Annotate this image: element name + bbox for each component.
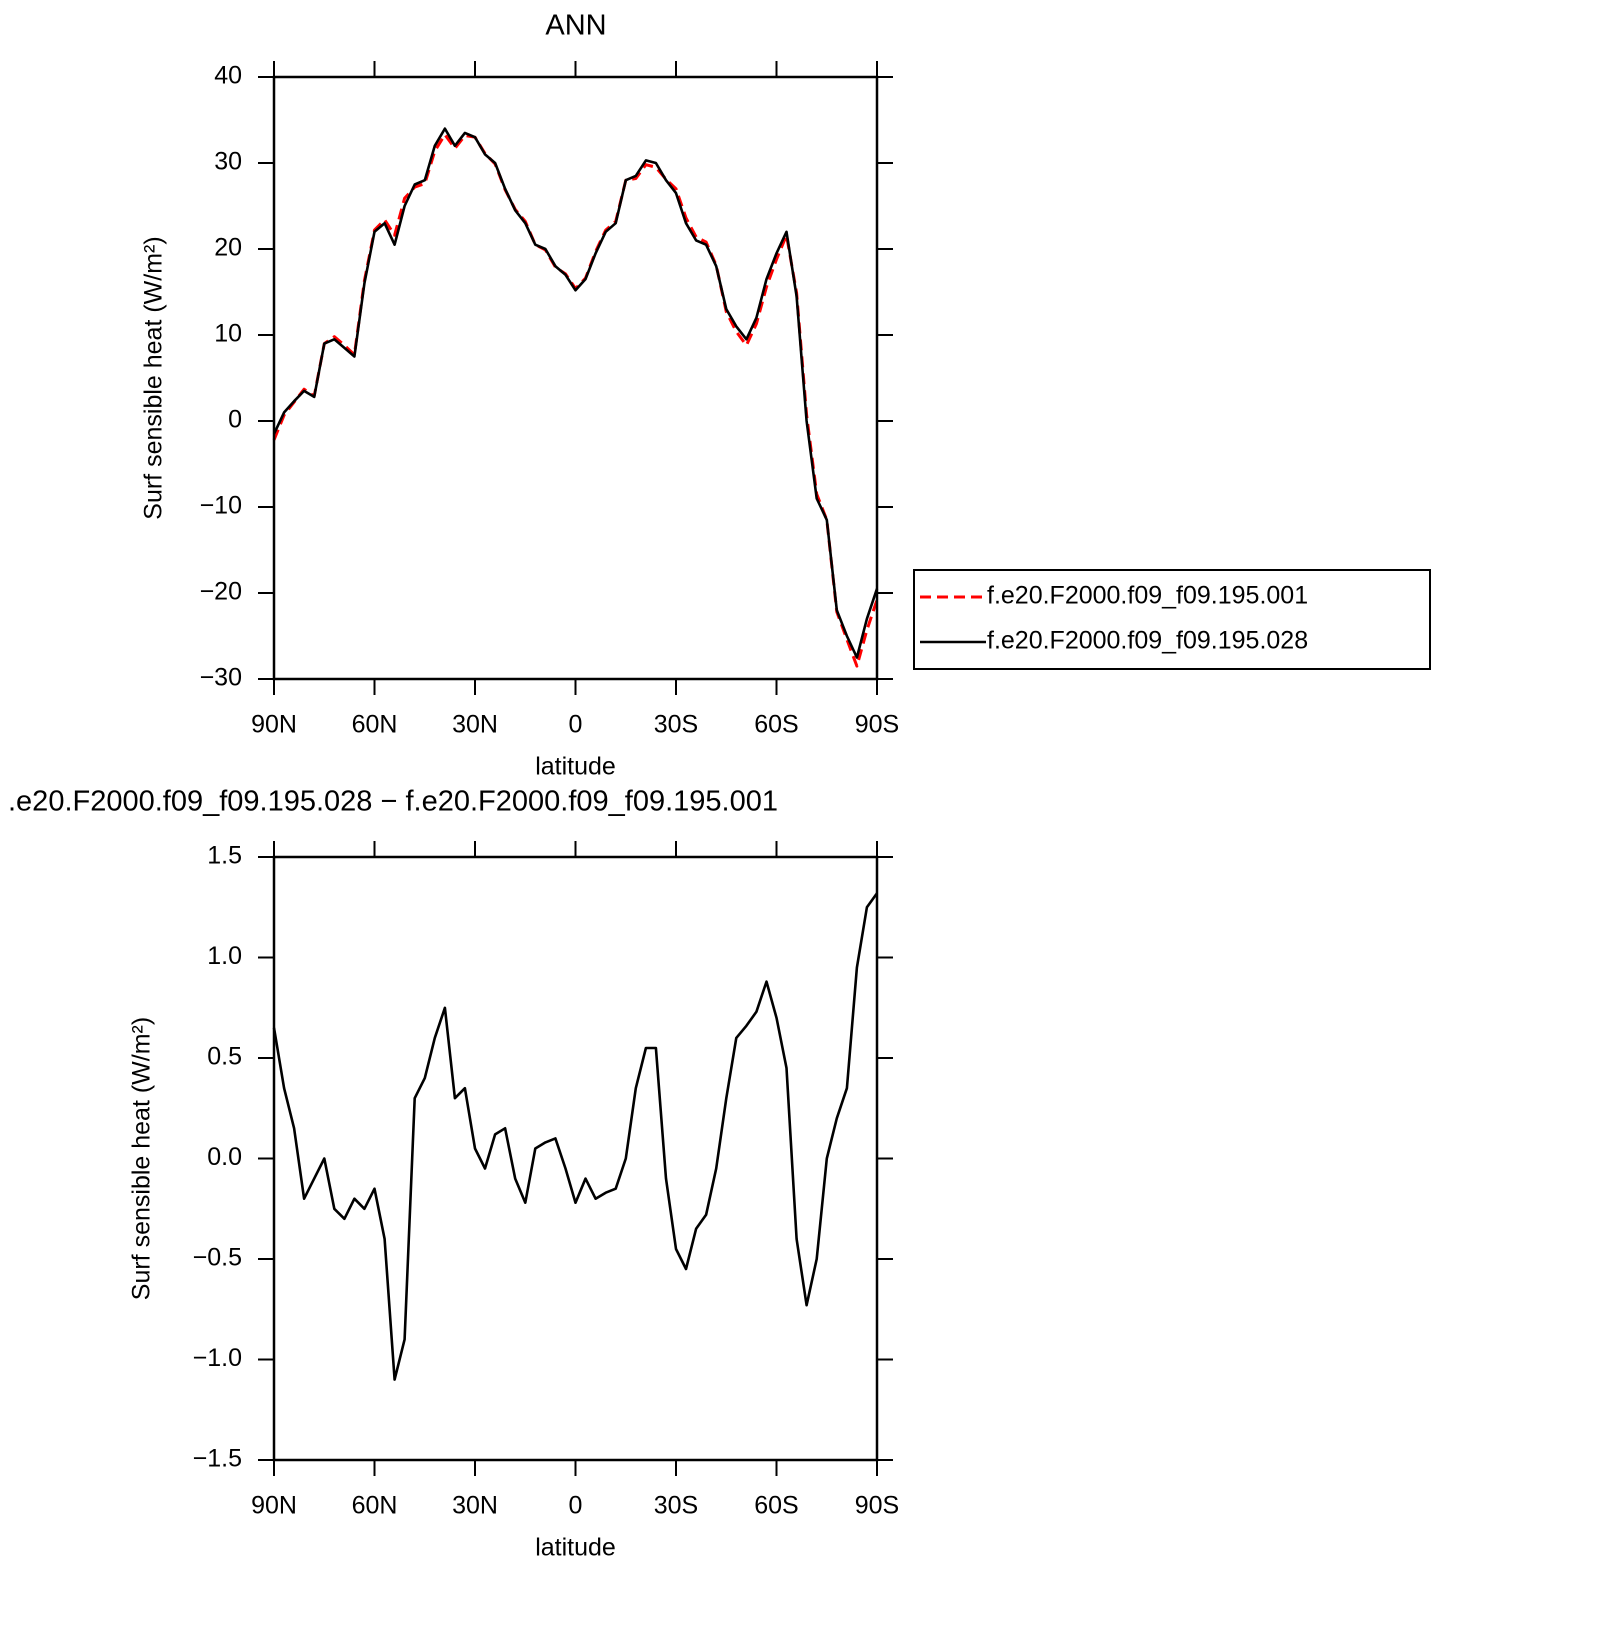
y-axis-label: Surf sensible heat (W/m²)	[140, 236, 168, 519]
y-tick-label: 10	[214, 320, 242, 348]
legend-label: f.e20.F2000.f09_f09.195.001	[987, 582, 1308, 610]
y-tick-label: 20	[214, 234, 242, 262]
y-tick-label: 0.5	[207, 1043, 242, 1071]
x-tick-label: 30N	[452, 1492, 498, 1520]
series-line	[272, 892, 879, 1381]
y-tick-label: −0.5	[193, 1244, 242, 1272]
plot-frame	[272, 75, 879, 681]
x-axis-label: latitude	[535, 1534, 616, 1562]
series-line	[272, 127, 879, 659]
x-tick-label: 90N	[251, 1492, 297, 1520]
x-tick-label: 30S	[654, 711, 698, 739]
x-axis-label: latitude	[535, 753, 616, 781]
chart-title: ANN	[545, 10, 606, 42]
legend-box	[913, 569, 1431, 670]
x-tick-label: 60S	[754, 1492, 798, 1520]
x-tick-label: 30N	[452, 711, 498, 739]
x-tick-label: 30S	[654, 1492, 698, 1520]
plot-frame	[272, 855, 879, 1462]
series-line	[272, 133, 879, 668]
x-tick-label: 0	[569, 711, 583, 739]
x-tick-label: 90S	[855, 711, 899, 739]
y-tick-label: 30	[214, 148, 242, 176]
x-tick-label: 90N	[251, 711, 297, 739]
y-tick-label: −30	[200, 664, 242, 692]
y-tick-label: 0	[228, 406, 242, 434]
chart-title: .e20.F2000.f09_f09.195.028 − f.e20.F2000…	[8, 786, 778, 818]
y-tick-label: 0.0	[207, 1143, 242, 1171]
y-axis-label: Surf sensible heat (W/m²)	[128, 1017, 156, 1300]
y-tick-label: 1.0	[207, 942, 242, 970]
legend-label: f.e20.F2000.f09_f09.195.028	[987, 627, 1308, 655]
y-tick-label: 1.5	[207, 842, 242, 870]
x-tick-label: 90S	[855, 1492, 899, 1520]
x-tick-label: 0	[569, 1492, 583, 1520]
y-tick-label: −20	[200, 578, 242, 606]
y-tick-label: −10	[200, 492, 242, 520]
x-tick-label: 60N	[352, 711, 398, 739]
y-tick-label: −1.5	[193, 1445, 242, 1473]
x-tick-label: 60S	[754, 711, 798, 739]
x-tick-label: 60N	[352, 1492, 398, 1520]
y-tick-label: 40	[214, 62, 242, 90]
y-tick-label: −1.0	[193, 1344, 242, 1372]
